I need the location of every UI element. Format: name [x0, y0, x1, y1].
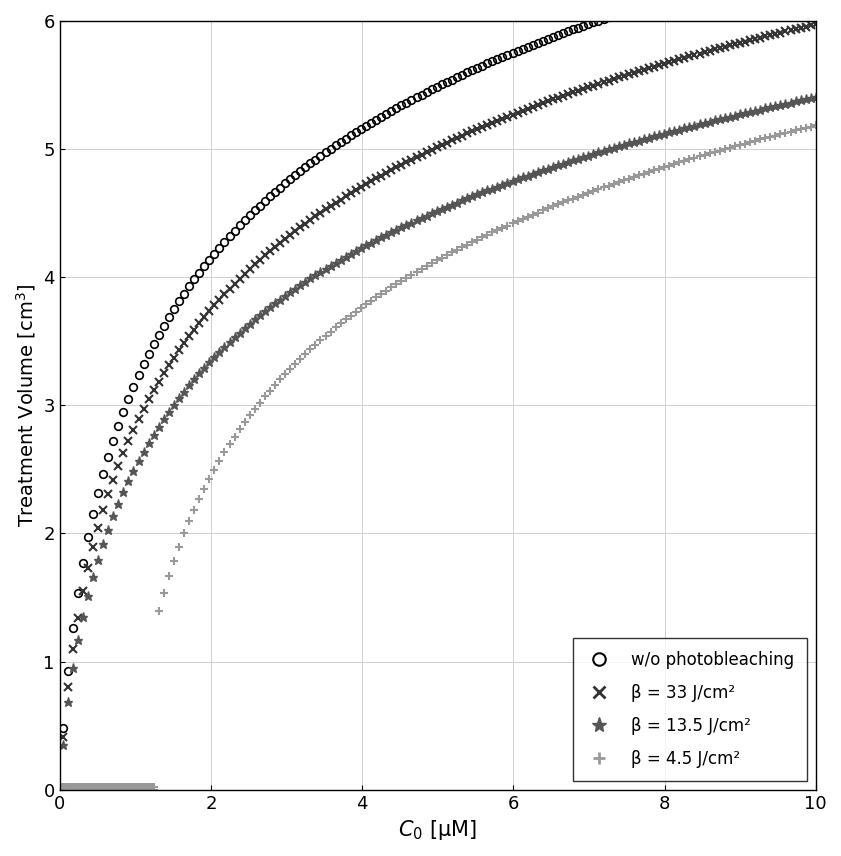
w/o photobleaching [452, 72, 462, 82]
Line: w/o photobleaching: w/o photobleaching [59, 0, 820, 732]
β = 13.5 J/cm² [356, 243, 366, 253]
Y-axis label: Treatment Volume [cm$^3$]: Treatment Volume [cm$^3$] [14, 283, 38, 527]
w/o photobleaching [305, 158, 315, 169]
β = 33 J/cm² [452, 133, 462, 143]
β = 13.5 J/cm² [482, 185, 492, 195]
β = 33 J/cm² [680, 53, 690, 63]
β = 4.5 J/cm² [811, 120, 821, 130]
w/o photobleaching [482, 58, 492, 68]
β = 13.5 J/cm² [680, 123, 690, 134]
Line: β = 33 J/cm²: β = 33 J/cm² [59, 21, 820, 741]
β = 33 J/cm² [58, 733, 68, 743]
β = 33 J/cm² [356, 182, 366, 193]
β = 4.5 J/cm² [452, 245, 462, 255]
w/o photobleaching [356, 124, 366, 134]
β = 33 J/cm² [579, 84, 589, 94]
β = 4.5 J/cm² [305, 344, 315, 354]
β = 13.5 J/cm² [811, 92, 821, 102]
Line: β = 4.5 J/cm²: β = 4.5 J/cm² [59, 122, 820, 794]
β = 4.5 J/cm² [58, 785, 68, 795]
X-axis label: $C_0$ [μM]: $C_0$ [μM] [399, 818, 477, 842]
w/o photobleaching [58, 723, 68, 734]
β = 4.5 J/cm² [356, 303, 366, 313]
Line: β = 13.5 J/cm²: β = 13.5 J/cm² [58, 92, 820, 750]
β = 13.5 J/cm² [305, 273, 315, 283]
β = 33 J/cm² [305, 215, 315, 225]
β = 33 J/cm² [482, 120, 492, 130]
w/o photobleaching [579, 21, 589, 31]
β = 13.5 J/cm² [579, 152, 589, 163]
β = 4.5 J/cm² [482, 229, 492, 240]
Legend: w/o photobleaching, β = 33 J/cm², β = 13.5 J/cm², β = 4.5 J/cm²: w/o photobleaching, β = 33 J/cm², β = 13… [573, 638, 807, 782]
β = 4.5 J/cm² [579, 189, 589, 199]
β = 33 J/cm² [811, 19, 821, 29]
β = 13.5 J/cm² [452, 198, 462, 208]
β = 4.5 J/cm² [680, 156, 690, 166]
β = 13.5 J/cm² [58, 740, 68, 751]
